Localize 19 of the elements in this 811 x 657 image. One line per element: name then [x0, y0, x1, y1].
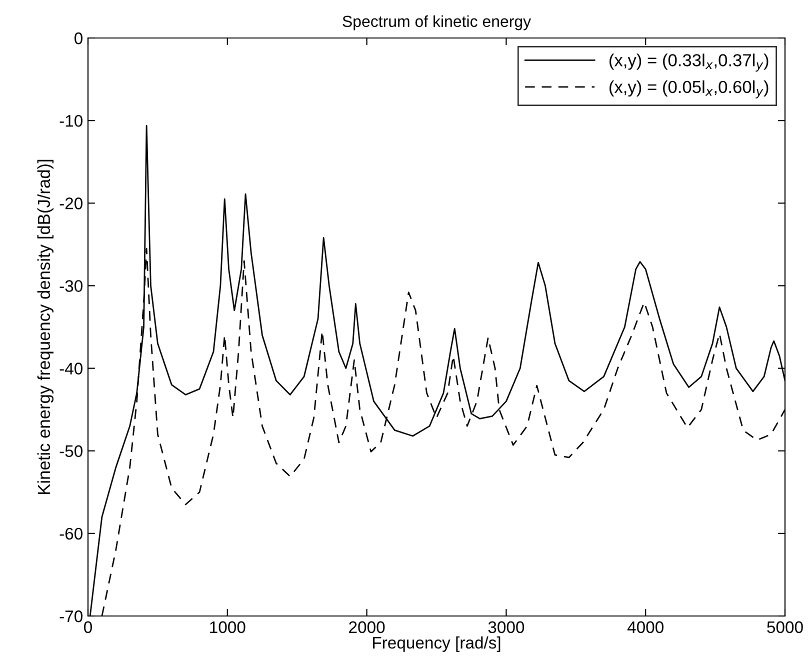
x-tick-label: 2000 — [349, 621, 385, 634]
x-tick-label: 1000 — [210, 621, 246, 634]
y-tick-label: -70 — [60, 610, 82, 622]
legend-label: (x,y) = (0.05l$_{x}$,0.60l$_{y}$) — [610, 80, 768, 98]
x-tick-label: 0 — [84, 621, 92, 634]
y-tick-label: -10 — [60, 114, 82, 127]
x-tick-label: 4000 — [627, 621, 664, 634]
y-tick-label: -20 — [60, 198, 82, 210]
legend-label: (x,y) = (0.33l$_{x}$,0.37l$_{y}$) — [610, 54, 768, 72]
x-tick-label: 5000 — [767, 621, 803, 634]
y-axis-title: Kinetic energy frequency density [dB(J/rad)] — [37, 160, 54, 494]
y-tick-label: -40 — [60, 362, 82, 374]
x-tick-label: 3000 — [488, 621, 524, 634]
y-tick-label: -50 — [60, 445, 82, 458]
x-axis-title: Frequency [rad/s] — [373, 636, 500, 652]
chart-title: Spectrum of kinetic energy — [342, 15, 532, 30]
y-tick-label: -60 — [60, 528, 82, 540]
y-tick-label: -30 — [60, 280, 82, 292]
y-tick-label: 0 — [74, 32, 82, 44]
